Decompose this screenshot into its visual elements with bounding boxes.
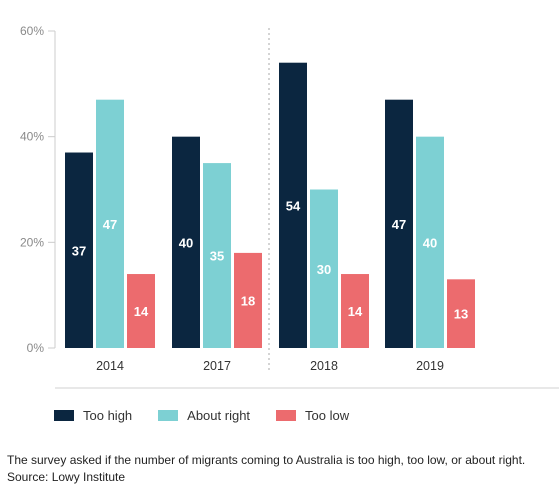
y-tick-label: 20% [20,235,44,249]
legend-label-about-right: About right [187,408,251,423]
legend-label-too-low: Too low [305,408,350,423]
data-label-too-low-2019: 13 [454,307,468,322]
data-label-about-right-2018: 30 [317,262,331,277]
data-label-too-low-2018: 14 [348,304,363,319]
legend-item-about-right: About right [158,408,250,423]
caption-text: The survey asked if the number of migran… [7,453,526,467]
data-label-too-high-2014: 37 [72,243,86,258]
category-label-2018: 2018 [310,359,338,373]
legend-swatch-too-low [276,410,297,421]
bar-about-right-2019 [416,136,444,348]
legend-item-too-low: Too low [276,408,349,423]
legend-item-too-high: Too high [54,408,132,423]
data-label-too-low-2017: 18 [241,293,255,308]
data-label-too-high-2018: 54 [286,198,301,213]
data-label-too-high-2019: 47 [392,217,406,232]
data-label-too-low-2014: 14 [134,304,149,319]
bar-too-high-2014 [65,152,93,348]
caption: The survey asked if the number of migran… [7,452,525,486]
caption-source: Source: Lowy Institute [7,470,126,484]
data-label-about-right-2014: 47 [103,217,117,232]
bar-too-low-2019 [447,279,475,348]
bars: 37 47 14 40 35 18 54 30 14 47 40 13 [65,62,475,348]
legend-label-too-high: Too high [83,408,133,423]
bar-too-low-2017 [234,252,262,348]
data-label-too-high-2017: 40 [179,235,193,250]
bar-too-high-2018 [279,62,307,348]
legend-swatch-too-high [54,410,74,421]
category-label-2014: 2014 [96,359,124,373]
category-label-2017: 2017 [203,359,231,373]
bar-too-low-2018 [341,274,369,348]
bar-too-high-2017 [172,136,200,348]
y-axis: 0% 20% 40% 60% [20,24,55,355]
legend-swatch-about-right [158,410,179,421]
bar-chart: 0% 20% 40% 60% 37 47 14 40 35 18 54 30 14 47 40 13 201… [20,24,559,389]
y-tick-label: 60% [20,24,44,38]
legend: Too high About right Too low [54,408,375,423]
bar-about-right-2014 [96,99,124,348]
category-labels: 2014 2017 2018 2019 [96,359,444,373]
data-label-about-right-2017: 35 [210,249,224,264]
data-label-about-right-2019: 40 [423,235,437,250]
y-tick-label: 40% [20,130,44,144]
bar-too-low-2014 [127,274,155,348]
bar-too-high-2019 [385,99,413,348]
bar-about-right-2017 [203,163,231,348]
category-label-2019: 2019 [416,359,444,373]
y-tick-label: 0% [27,341,45,355]
bar-about-right-2018 [310,189,338,348]
